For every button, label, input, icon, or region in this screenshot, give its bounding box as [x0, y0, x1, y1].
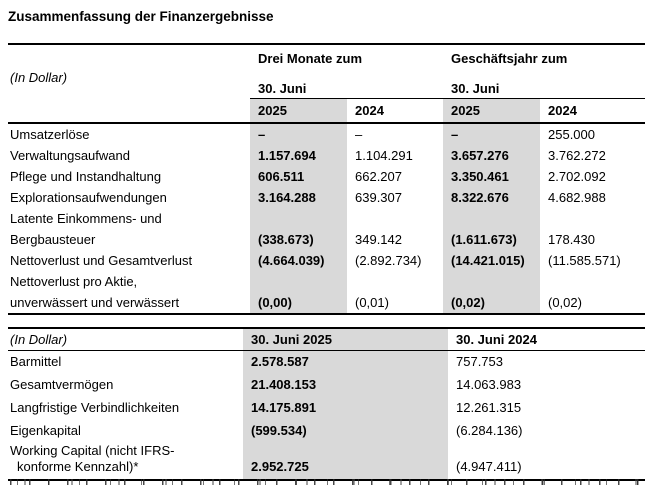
table1-group-header-three-months: Drei Monate zum — [258, 51, 363, 66]
row-label: Eigenkapital — [10, 423, 81, 438]
row-label: Pflege und Instandhaltung — [10, 169, 162, 184]
value-cell: 4.682.988 — [548, 190, 606, 205]
value-cell: – — [250, 124, 347, 145]
table1-year-2024-q: 2024 — [355, 103, 384, 118]
row-label: Latente Einkommens- und Bergbausteuer — [10, 211, 162, 247]
value-cell: (14.421.015) — [443, 250, 540, 271]
value-cell: (4.664.039) — [250, 250, 347, 271]
table-row: Nettoverlust pro Aktie, unverwässert und… — [8, 271, 645, 313]
table2-body: Barmittel 2.578.587 757.753 Gesamtvermög… — [8, 351, 645, 481]
table-row: Pflege und Instandhaltung 606.511 662.20… — [8, 166, 645, 187]
page-title: Zusammenfassung der Finanzergebnisse — [8, 9, 274, 24]
value-cell: 21.408.153 — [243, 374, 448, 397]
value-cell: 2.578.587 — [243, 351, 448, 374]
value-cell: 639.307 — [355, 190, 402, 205]
value-cell: (0,00) — [250, 271, 347, 313]
value-cell: 3.657.276 — [443, 145, 540, 166]
clipped-footnote-line — [10, 479, 643, 485]
value-cell: (4.947.411) — [456, 459, 522, 474]
table1-year-2025-fy: 2025 — [443, 99, 540, 122]
table-row: Barmittel 2.578.587 757.753 — [8, 351, 645, 374]
value-cell: 8.322.676 — [443, 187, 540, 208]
value-cell: 178.430 — [548, 232, 595, 247]
table-row: Eigenkapital (599.534) (6.284.136) — [8, 420, 645, 443]
table-row: Latente Einkommens- und Bergbausteuer (3… — [8, 208, 645, 250]
table-row: Working Capital (nicht IFRS- konforme Ke… — [8, 443, 645, 479]
table-row: Gesamtvermögen 21.408.153 14.063.983 — [8, 374, 645, 397]
value-cell: 14.063.983 — [456, 377, 522, 392]
row-label: Working Capital (nicht IFRS- konforme Ke… — [10, 443, 175, 474]
table-row: Explorationsaufwendungen 3.164.288 639.3… — [8, 187, 645, 208]
value-cell: (6.284.136) — [456, 423, 523, 438]
table1-subheader-date-left: 30. Juni — [250, 75, 443, 99]
value-cell: (1.611.673) — [443, 208, 540, 250]
value-cell: 3.350.461 — [443, 166, 540, 187]
value-cell: 757.753 — [456, 354, 503, 369]
value-cell: (338.673) — [250, 208, 347, 250]
table-row: Verwaltungsaufwand 1.157.694 1.104.291 3… — [8, 145, 645, 166]
value-cell: (599.534) — [243, 420, 448, 443]
value-cell: 606.511 — [250, 166, 347, 187]
value-cell: 662.207 — [355, 169, 402, 184]
table-row: Umsatzerlöse – – – 255.000 — [8, 124, 645, 145]
value-cell: – — [355, 127, 363, 142]
balance-sheet-table: (In Dollar) 30. Juni 2025 30. Juni 2024 … — [8, 327, 645, 481]
row-label: Verwaltungsaufwand — [10, 148, 130, 163]
row-label: Explorationsaufwendungen — [10, 190, 167, 205]
table2-unit-label: (In Dollar) — [10, 332, 68, 347]
table-row: Nettoverlust und Gesamtverlust (4.664.03… — [8, 250, 645, 271]
value-cell: (0,01) — [355, 295, 389, 310]
row-label: Umsatzerlöse — [10, 127, 90, 142]
table1-group-header-fiscal-year: Geschäftsjahr zum — [451, 51, 568, 66]
table1-header: (In Dollar) Drei Monate zum Geschäftsjah… — [8, 43, 645, 124]
table1-subheader-date-right: 30. Juni — [443, 75, 645, 99]
value-cell: (11.585.571) — [548, 253, 621, 268]
value-cell: 3.164.288 — [250, 187, 347, 208]
value-cell: 1.157.694 — [250, 145, 347, 166]
row-label: Gesamtvermögen — [10, 377, 114, 392]
value-cell: 1.104.291 — [355, 148, 413, 163]
value-cell: 349.142 — [355, 232, 402, 247]
table2-date-2025: 30. Juni 2025 — [243, 329, 448, 350]
table1-year-2025-q: 2025 — [250, 99, 347, 122]
value-cell: (2.892.734) — [355, 253, 422, 268]
value-cell: 12.261.315 — [456, 400, 522, 415]
row-label: Nettoverlust und Gesamtverlust — [10, 253, 193, 268]
value-cell: 255.000 — [548, 127, 595, 142]
table1-body: Umsatzerlöse – – – 255.000 Verwaltungsau… — [8, 124, 645, 315]
value-cell: 2.702.092 — [548, 169, 606, 184]
table-row: Langfristige Verbindlichkeiten 14.175.89… — [8, 397, 645, 420]
row-label: Nettoverlust pro Aktie, unverwässert und… — [10, 274, 180, 310]
value-cell: 14.175.891 — [243, 397, 448, 420]
value-cell: (0,02) — [548, 295, 582, 310]
value-cell: (0,02) — [443, 271, 540, 313]
table2-header: (In Dollar) 30. Juni 2025 30. Juni 2024 — [8, 327, 645, 351]
value-cell: 3.762.272 — [548, 148, 606, 163]
table1-year-2024-fy: 2024 — [548, 103, 577, 118]
financial-results-table: (In Dollar) Drei Monate zum Geschäftsjah… — [8, 43, 645, 315]
table2-date-2024: 30. Juni 2024 — [456, 332, 537, 347]
table1-unit-label: (In Dollar) — [10, 69, 68, 85]
value-cell: – — [443, 124, 540, 145]
value-cell: 2.952.725 — [243, 443, 448, 479]
row-label: Langfristige Verbindlichkeiten — [10, 400, 180, 415]
row-label: Barmittel — [10, 354, 62, 369]
